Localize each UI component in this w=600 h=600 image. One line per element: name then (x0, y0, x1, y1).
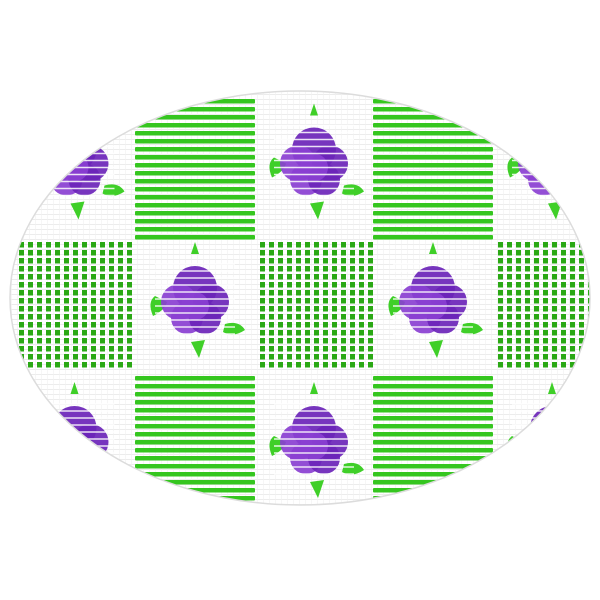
mat-outline (9, 90, 591, 506)
tile-rose-2-2 (150, 242, 245, 358)
tile-horizontal-1-2 (135, 99, 255, 240)
tile-horizontal-1-4 (373, 99, 493, 240)
tile-rose-3-3 (269, 382, 364, 498)
tile-vertical-2-3 (260, 242, 373, 368)
tile-rose-2-4 (388, 242, 483, 358)
tile-rose-1-3 (269, 103, 364, 220)
